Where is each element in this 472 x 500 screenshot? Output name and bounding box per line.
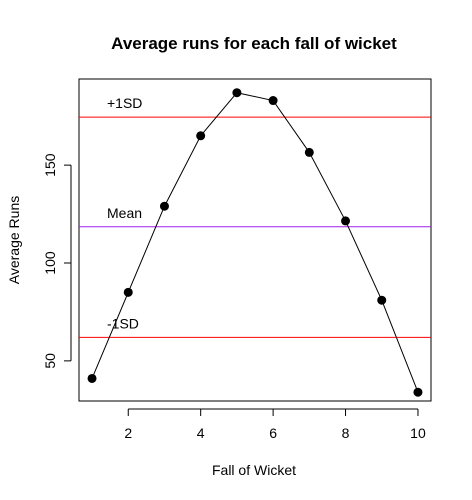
x-tick-label-2: 2 bbox=[124, 425, 132, 441]
data-point-2 bbox=[123, 287, 133, 297]
y-tick-label-100: 100 bbox=[42, 251, 58, 275]
chart-title: Average runs for each fall of wicket bbox=[111, 34, 397, 53]
y-tick-label-50: 50 bbox=[42, 353, 58, 369]
x-tick-label-8: 8 bbox=[342, 425, 350, 441]
x-axis: 2 4 6 8 10 bbox=[124, 408, 426, 441]
x-tick-label-10: 10 bbox=[410, 425, 426, 441]
data-point-1 bbox=[87, 373, 97, 383]
data-point-10 bbox=[413, 387, 423, 397]
series-layer bbox=[87, 88, 423, 397]
ref-label-2: -1SD bbox=[107, 315, 139, 331]
data-point-3 bbox=[159, 201, 169, 211]
data-point-9 bbox=[377, 295, 387, 305]
y-tick-label-150: 150 bbox=[42, 153, 58, 177]
x-tick-label-6: 6 bbox=[269, 425, 277, 441]
ref-label-1: Mean bbox=[107, 205, 142, 221]
plot-frame bbox=[78, 78, 432, 402]
reference-lines: +1SD Mean -1SD bbox=[79, 95, 431, 338]
x-axis-label: Fall of Wicket bbox=[212, 462, 296, 478]
data-point-5 bbox=[232, 88, 242, 98]
data-point-7 bbox=[304, 147, 314, 157]
y-axis: 50 100 150 bbox=[42, 153, 72, 369]
x-tick-label-4: 4 bbox=[197, 425, 205, 441]
ref-label-0: +1SD bbox=[107, 95, 142, 111]
series-line-0 bbox=[91, 92, 419, 393]
data-point-6 bbox=[268, 96, 278, 106]
data-point-8 bbox=[341, 216, 351, 226]
y-axis-label: Average Runs bbox=[6, 196, 22, 284]
data-point-4 bbox=[196, 131, 206, 141]
